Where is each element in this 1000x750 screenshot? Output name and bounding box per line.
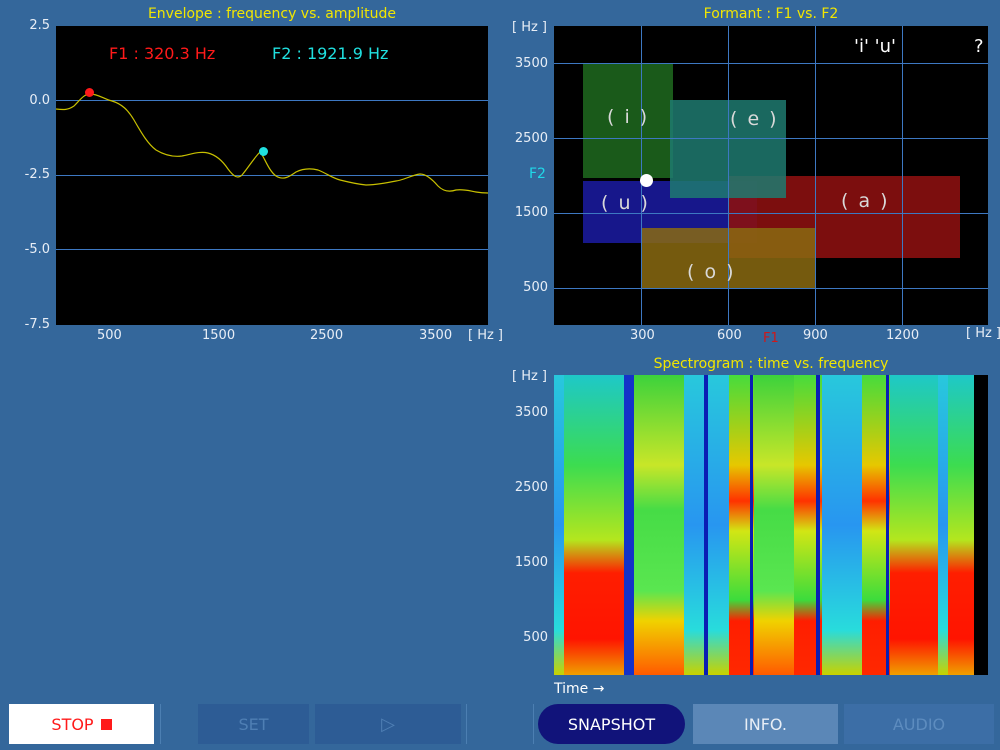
formant-gridline (554, 213, 988, 214)
formant-x-unit: [ Hz ] (966, 326, 1000, 341)
toolbar-divider (466, 704, 467, 744)
toolbar-divider (160, 704, 161, 744)
formant-y-axis-name: F2 (529, 166, 546, 182)
formant-x-tick: 300 (630, 328, 655, 343)
vowel-label-u: ( u ) (601, 192, 650, 214)
f2-marker (259, 147, 268, 156)
envelope-y-tick: -2.5 (24, 167, 50, 182)
vowel-label-o: ( o ) (687, 261, 736, 283)
formant-gridline (902, 26, 903, 325)
envelope-plot[interactable]: F1 : 320.3 Hz F2 : 1921.9 Hz (56, 26, 488, 325)
spectrogram-plot[interactable] (554, 375, 988, 675)
formant-gridline (554, 63, 988, 64)
formant-plot[interactable]: ( i ) ( e ) ( u ) ( a ) ( o ) 'i' 'u' ? (554, 26, 988, 325)
envelope-gridline (56, 100, 488, 101)
envelope-y-tick: -7.5 (24, 317, 50, 332)
formant-x-axis-name: F1 (763, 331, 779, 346)
spectrogram-y-tick: 2500 (514, 480, 548, 495)
f1-readout: F1 : 320.3 Hz (109, 44, 216, 63)
play-button[interactable]: ▷ (315, 704, 461, 744)
envelope-x-tick: 3500 (419, 328, 453, 343)
envelope-x-tick: 2500 (310, 328, 344, 343)
envelope-y-tick: 0.0 (29, 93, 50, 108)
envelope-curve (56, 93, 488, 194)
snapshot-button[interactable]: SNAPSHOT (538, 704, 685, 744)
formant-y-tick: 3500 (514, 56, 548, 71)
stop-label: STOP (51, 714, 94, 734)
spectrogram-y-unit: [ Hz ] (512, 369, 548, 384)
vowel-region-i (583, 63, 673, 178)
formant-y-tick: 2500 (514, 131, 548, 146)
formant-x-tick: 900 (803, 328, 828, 343)
formant-title: Formant : F1 vs. F2 (703, 6, 839, 22)
f2-readout: F2 : 1921.9 Hz (272, 44, 389, 63)
formant-gridline (554, 288, 988, 289)
spectrogram-y-tick: 500 (523, 630, 548, 645)
vowel-label-i: ( i ) (607, 106, 650, 128)
formant-gridline (728, 26, 729, 325)
spectrogram-title: Spectrogram : time vs. frequency (653, 356, 889, 372)
envelope-gridline (56, 175, 488, 176)
envelope-title: Envelope : frequency vs. amplitude (147, 6, 397, 22)
set-button[interactable]: SET (198, 704, 309, 744)
formant-gridline (554, 138, 988, 139)
formant-x-tick: 600 (717, 328, 742, 343)
f1-marker (85, 88, 94, 97)
stop-square-icon (100, 718, 112, 730)
envelope-y-tick: -5.0 (24, 242, 50, 257)
stop-button[interactable]: STOP (9, 704, 154, 744)
envelope-x-tick: 1500 (202, 328, 236, 343)
formant-y-tick: 1500 (514, 205, 548, 220)
formant-gridline (815, 26, 816, 325)
spectrogram-y-tick: 3500 (514, 405, 548, 420)
vowel-label-a: ( a ) (841, 190, 890, 212)
vowel-label-e: ( e ) (730, 108, 779, 130)
envelope-x-unit: [ Hz ] (468, 328, 504, 343)
envelope-gridline (56, 249, 488, 250)
spectrogram-y-tick: 1500 (514, 555, 548, 570)
spectrogram-image (554, 375, 988, 675)
vowel-indicator: 'i' 'u' (854, 36, 896, 57)
formant-y-unit: [ Hz ] (512, 20, 548, 35)
envelope-x-tick: 500 (97, 328, 122, 343)
envelope-y-tick: 2.5 (29, 18, 50, 33)
spectrogram-x-label: Time → (554, 681, 605, 697)
info-button[interactable]: INFO. (693, 704, 838, 744)
help-button[interactable]: ? (974, 36, 984, 57)
formant-x-tick: 1200 (886, 328, 920, 343)
formant-y-tick: 500 (523, 280, 548, 295)
formant-marker (640, 174, 653, 187)
envelope-curve-layer (56, 93, 488, 194)
toolbar-divider (533, 704, 534, 744)
audio-button[interactable]: AUDIO (844, 704, 994, 744)
